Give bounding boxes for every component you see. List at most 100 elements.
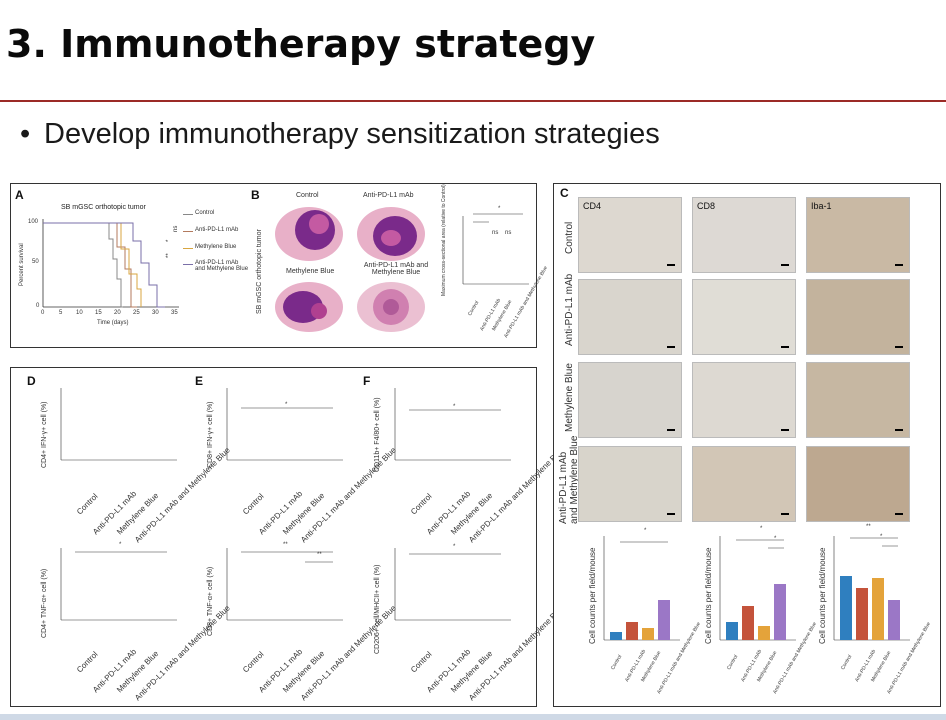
bar-chart-cd8 [719,536,796,641]
col-label-cd8: CD8 [697,201,716,211]
scale-bar [781,429,789,431]
curve-combo [43,222,165,308]
panel-a-xtick-15: 15 [95,310,102,316]
brain-section-antipd [357,207,425,261]
scatter-f-top [394,388,511,461]
panel-b-sig-star: * [498,206,501,212]
legend-line-mb [183,248,193,249]
legend-line-control [183,214,193,215]
scatter-d-top [60,388,177,461]
panel-a-label: A [15,188,24,202]
bar-ylabel-iba1: Cell counts per field/mouse [818,547,827,645]
bar-cd8-control [726,622,738,640]
row-label-control: Control [564,221,575,254]
brain-label-antipd: Anti-PD-L1 mAb [363,192,414,199]
ihc-antipd-iba1 [806,279,910,355]
bar-iba1-combo [888,600,900,640]
panel-a-title: SB mGSC orthotopic tumor [61,204,146,211]
ihc-mb-iba1 [806,362,910,438]
ihc-combo-iba1 [806,446,910,522]
scale-bar [781,513,789,515]
panel-a-xtick-25: 25 [133,310,140,316]
scatter-e-top [226,388,343,461]
panel-d-ylabel-top: CD4+ IFN-γ+ cell (%) [41,401,48,468]
c-xcat-cd8-0: Control [726,654,740,671]
bar-cd8-combo [774,584,786,640]
panel-a-xtick-0: 0 [41,310,45,316]
bar-iba1-antipd [856,588,868,640]
scale-bar [781,346,789,348]
legend-mb: Methylene Blue [195,244,237,250]
scale-bar [895,264,903,266]
bar-chart-cd4 [603,536,680,641]
legend-line-antipd [183,231,193,232]
xcat-f-bottom-0: Control [409,649,434,675]
panel-b-sig-ns1: ns [492,230,499,236]
sig-cd4: * [644,528,647,534]
legend-combo: Anti-PD-L1 mAb and Methylene Blue [195,260,249,272]
scale-bar [667,429,675,431]
sig-e-top: * [285,402,288,408]
sig-iba1-1: ** [866,524,871,530]
panel-d-label: D [27,374,36,388]
ihc-combo-cd4 [578,446,682,522]
brain-section-control [275,207,343,261]
curve-control [43,222,123,308]
brain-label-combo: Anti-PD-L1 mAb and Methylene Blue [363,262,429,276]
sig-f-top: * [453,404,456,410]
bar-cd8-mb [758,626,770,640]
xcat-e-bottom-0: Control [241,649,266,675]
scale-bar [895,346,903,348]
xcat-f-top-0: Control [409,491,434,517]
panel-a-ylabel: Percent survival [19,243,25,286]
brain-label-control: Control [296,192,319,199]
panel-b-ylabel: Maximum cross-sectional area (relative t… [441,184,447,296]
ihc-antipd-cd4 [578,279,682,355]
bottom-bar [0,714,946,720]
sig-cd8-2: * [774,536,777,542]
panel-ab: A SB mGSC orthotopic tumor Percent survi… [10,183,549,348]
c-xcat-cd4-0: Control [610,654,624,671]
sig-star-a2: ** [166,253,172,258]
xcat-e-top-0: Control [241,491,266,517]
bar-ylabel-cd4: Cell counts per field/mouse [588,547,597,645]
panel-a-ytick-0: 0 [36,303,40,309]
scale-bar [895,429,903,431]
title-divider [0,100,946,102]
ihc-control-cd4: CD4 [578,197,682,273]
panel-e-label: E [195,374,204,388]
bar-ylabel-cd8: Cell counts per field/mouse [704,547,713,645]
curve-mb [43,222,142,307]
bullet-dot: • [20,118,31,150]
sig-f-bottom: * [453,544,456,550]
ihc-mb-cd8 [692,362,796,438]
sig-e-bottom-1: ** [283,542,288,548]
panel-a-xtick-30: 30 [152,310,159,316]
bar-iba1-control [840,576,852,640]
row-label-mb: Methylene Blue [564,363,575,432]
legend-line-combo [183,264,193,265]
slide-title: 3. Immunotherapy strategy [6,22,596,66]
panel-a-ytick-100: 100 [28,219,39,225]
panel-a-xtick-20: 20 [114,310,121,316]
row-label-antipd: Anti-PD-L1 mAb [564,273,575,346]
panel-b-side-label: SB mGSC orthotopic tumor [256,229,263,314]
bullet-text: Develop immunotherapy sensitization stra… [44,118,660,150]
legend-antipd: Anti-PD-L1 mAb [195,227,239,233]
brain-section-combo [357,282,425,332]
bar-cd4-combo [658,600,670,640]
sig-cd8-1: * [760,526,763,532]
scatter-e-bottom [226,548,343,621]
sig-star-a1: * [166,239,172,242]
scatter-f-bottom [394,548,511,621]
panel-c: C Control Anti-PD-L1 mAb Methylene Blue … [553,183,941,707]
xcat-d-bottom-0: Control [75,649,100,675]
scale-bar [781,264,789,266]
sig-d-bottom: * [119,542,122,548]
scatter-d-bottom [60,548,177,621]
bar-cd4-mb [642,628,654,640]
panel-a-ytick-50: 50 [32,259,39,265]
xcat-d-top-0: Control [75,491,100,517]
panel-c-label: C [560,186,569,200]
panel-b-sig-ns2: ns [505,230,512,236]
